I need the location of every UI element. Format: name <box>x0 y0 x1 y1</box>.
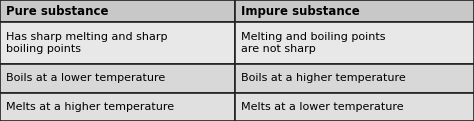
Bar <box>0 22 235 64</box>
Text: Melts at a lower temperature: Melts at a lower temperature <box>241 102 403 112</box>
Text: Melts at a higher temperature: Melts at a higher temperature <box>6 102 174 112</box>
Bar <box>235 64 474 93</box>
Bar <box>0 93 235 121</box>
Bar <box>235 22 474 64</box>
Text: Pure substance: Pure substance <box>6 5 108 18</box>
Text: Boils at a lower temperature: Boils at a lower temperature <box>6 73 165 83</box>
Text: Boils at a higher temperature: Boils at a higher temperature <box>241 73 406 83</box>
Bar <box>235 0 474 22</box>
Bar <box>0 0 235 22</box>
Text: Impure substance: Impure substance <box>241 5 360 18</box>
Bar <box>235 93 474 121</box>
Text: Melting and boiling points
are not sharp: Melting and boiling points are not sharp <box>241 32 385 54</box>
Text: Has sharp melting and sharp
boiling points: Has sharp melting and sharp boiling poin… <box>6 32 167 54</box>
Bar <box>0 64 235 93</box>
